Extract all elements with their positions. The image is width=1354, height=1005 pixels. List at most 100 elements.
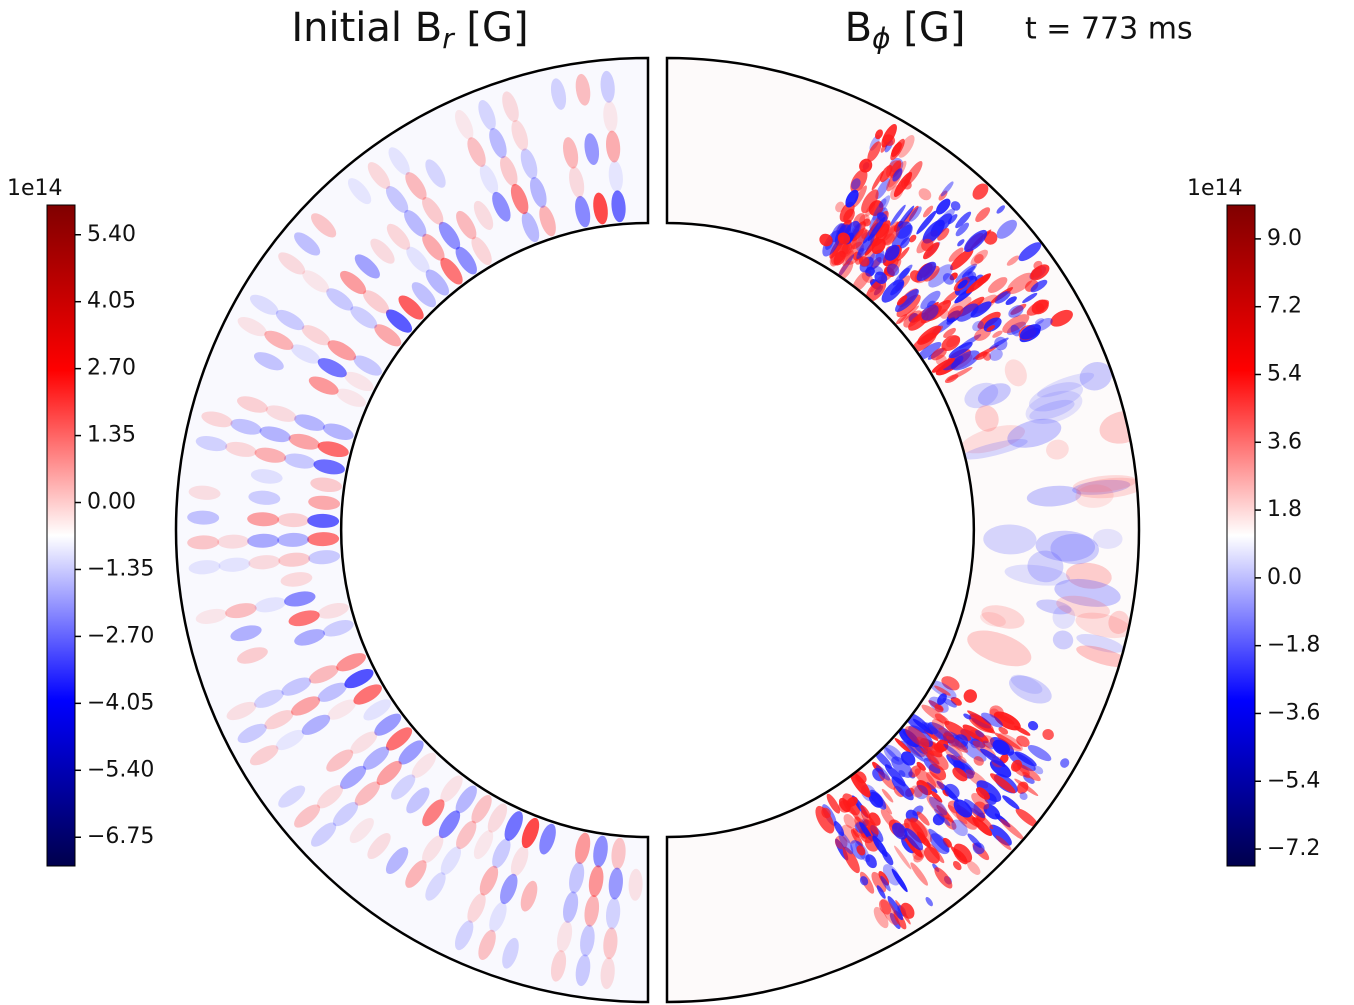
field-blob xyxy=(884,244,900,261)
field-blob xyxy=(964,229,988,253)
field-blob xyxy=(294,804,321,828)
field-blob xyxy=(938,190,948,201)
field-blob xyxy=(861,272,873,283)
field-blob xyxy=(385,847,409,874)
field-blob xyxy=(230,625,262,642)
field-blob xyxy=(1008,305,1024,318)
field-blob xyxy=(326,749,354,772)
field-blob xyxy=(294,414,326,431)
field-blob xyxy=(580,924,595,957)
field-blob xyxy=(225,441,257,457)
field-blob xyxy=(967,630,1032,667)
field-blob xyxy=(502,937,519,969)
field-blob xyxy=(928,796,948,816)
field-blob xyxy=(869,789,887,810)
field-blob xyxy=(969,729,981,739)
field-blob xyxy=(994,290,1011,304)
field-blob xyxy=(277,532,310,547)
colorbar-offset-label: 1e14 xyxy=(1187,176,1243,201)
colorbar-tick-label: −7.2 xyxy=(1267,836,1320,861)
field-blob xyxy=(896,313,908,325)
field-blob xyxy=(353,684,382,705)
field-blob xyxy=(1006,272,1034,295)
field-blob xyxy=(492,838,511,869)
field-blob xyxy=(865,279,887,302)
field-blob xyxy=(946,735,968,753)
field-blob xyxy=(963,689,977,703)
field-blob xyxy=(990,773,1016,794)
field-blob xyxy=(398,295,424,320)
field-blob xyxy=(530,177,547,208)
field-blob xyxy=(996,205,1006,214)
field-blob xyxy=(896,205,915,229)
colorbar-tick-label: 0.0 xyxy=(1267,565,1302,590)
field-blob xyxy=(456,210,477,240)
field-blob xyxy=(970,301,992,318)
field-blob xyxy=(237,647,268,664)
field-blob xyxy=(892,168,903,182)
field-blob xyxy=(859,158,873,173)
field-blob xyxy=(310,477,343,493)
field-blob xyxy=(900,751,916,766)
field-blob xyxy=(284,453,316,469)
field-blob xyxy=(1031,267,1043,278)
field-blob xyxy=(226,701,257,721)
field-blob xyxy=(422,835,444,864)
field-blob xyxy=(322,620,354,637)
field-blob xyxy=(871,871,887,893)
field-blob xyxy=(422,799,445,827)
field-blob xyxy=(386,223,411,250)
field-blob xyxy=(278,785,306,808)
field-blob xyxy=(995,835,1012,851)
field-blob xyxy=(225,603,257,619)
field-blob xyxy=(841,242,853,255)
field-blob xyxy=(835,201,845,213)
field-blob xyxy=(950,201,961,211)
colorbar-tick-label: −5.40 xyxy=(87,757,154,782)
field-blob xyxy=(994,732,1021,750)
field-blob xyxy=(354,254,380,279)
field-blob xyxy=(1027,550,1064,583)
field-blob xyxy=(188,485,221,500)
field-blob xyxy=(218,557,251,572)
field-blob xyxy=(456,820,477,850)
field-blob xyxy=(903,310,923,328)
field-blob xyxy=(367,162,391,189)
field-blob xyxy=(927,727,941,740)
field-blob xyxy=(264,710,294,730)
field-blob xyxy=(951,350,980,371)
field-blob xyxy=(317,441,349,458)
field-blob xyxy=(550,950,567,982)
field-blob xyxy=(833,250,846,266)
field-blob xyxy=(972,816,993,837)
field-blob xyxy=(188,560,221,575)
field-blob xyxy=(964,799,986,819)
field-blob xyxy=(815,805,835,834)
field-blob xyxy=(280,572,313,587)
field-blob xyxy=(438,810,461,839)
field-blob xyxy=(1075,612,1132,639)
field-blob xyxy=(556,920,573,953)
field-blob xyxy=(374,713,402,736)
field-blob xyxy=(264,330,294,350)
field-blob xyxy=(921,238,934,252)
field-blob xyxy=(921,704,948,724)
field-blob xyxy=(354,781,380,806)
field-blob xyxy=(278,552,311,567)
field-blob xyxy=(872,835,888,857)
field-blob xyxy=(611,190,626,223)
field-blob xyxy=(1011,759,1023,772)
field-blob xyxy=(1076,645,1130,668)
field-blob xyxy=(883,225,900,246)
field-blob xyxy=(575,195,591,228)
field-blob xyxy=(492,191,511,222)
field-blob xyxy=(891,822,908,840)
field-blob xyxy=(385,186,409,213)
field-blob xyxy=(455,246,477,275)
field-blob xyxy=(842,250,854,266)
field-blob xyxy=(388,147,410,175)
panel-title: Bϕ [G] xyxy=(845,5,966,55)
field-blob xyxy=(923,242,940,260)
field-blob xyxy=(350,306,378,329)
field-blob xyxy=(973,756,984,766)
